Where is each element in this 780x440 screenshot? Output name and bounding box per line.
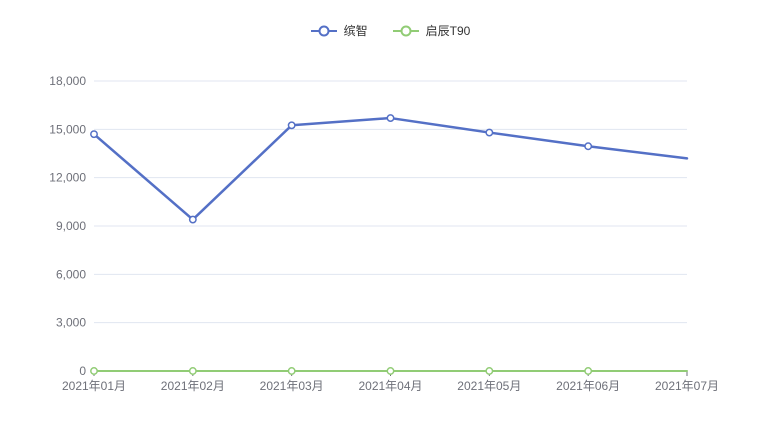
x-axis-label: 2021年03月 <box>260 379 324 393</box>
y-axis-label: 3,000 <box>56 316 86 330</box>
data-point-0-4[interactable] <box>485 128 494 137</box>
y-axis-label: 9,000 <box>56 219 86 233</box>
data-point-1-5[interactable] <box>584 367 593 375</box>
x-axis-label: 2021年04月 <box>358 379 422 393</box>
x-axis-label: 2021年06月 <box>556 379 620 393</box>
y-axis-label: 12,000 <box>49 171 86 185</box>
y-axis-label: 6,000 <box>56 267 86 281</box>
x-axis-label: 2021年07月 <box>655 379 719 393</box>
y-axis-label: 0 <box>79 364 86 378</box>
data-point-1-4[interactable] <box>485 367 494 375</box>
series-line-0 <box>92 116 689 221</box>
data-point-1-2[interactable] <box>287 367 296 375</box>
x-axis-label: 2021年01月 <box>62 379 126 393</box>
legend-item-binzhi[interactable]: 缤智 <box>310 22 368 39</box>
data-point-1-1[interactable] <box>188 367 197 375</box>
x-axis-label: 2021年05月 <box>457 379 521 393</box>
data-point-0-2[interactable] <box>287 121 296 130</box>
data-point-0-5[interactable] <box>584 142 593 151</box>
line-series-icon <box>310 25 337 36</box>
data-point-0-3[interactable] <box>386 114 395 123</box>
legend-label-binzhi: 缤智 <box>343 24 368 38</box>
data-point-0-0[interactable] <box>90 130 98 139</box>
y-axis-label: 15,000 <box>49 122 86 136</box>
legend-item-qichen-t90[interactable]: 启辰T90 <box>392 22 471 39</box>
line-series-icon <box>392 25 419 36</box>
x-axis-label: 2021年02月 <box>161 379 225 393</box>
data-point-0-1[interactable] <box>188 215 197 224</box>
data-point-1-0[interactable] <box>90 367 98 375</box>
y-axis-label: 18,000 <box>49 74 86 88</box>
legend-label-qichen-t90: 启辰T90 <box>425 24 471 38</box>
chart-legend: 缤智 启辰T90 <box>0 22 780 39</box>
data-point-1-3[interactable] <box>386 367 395 375</box>
